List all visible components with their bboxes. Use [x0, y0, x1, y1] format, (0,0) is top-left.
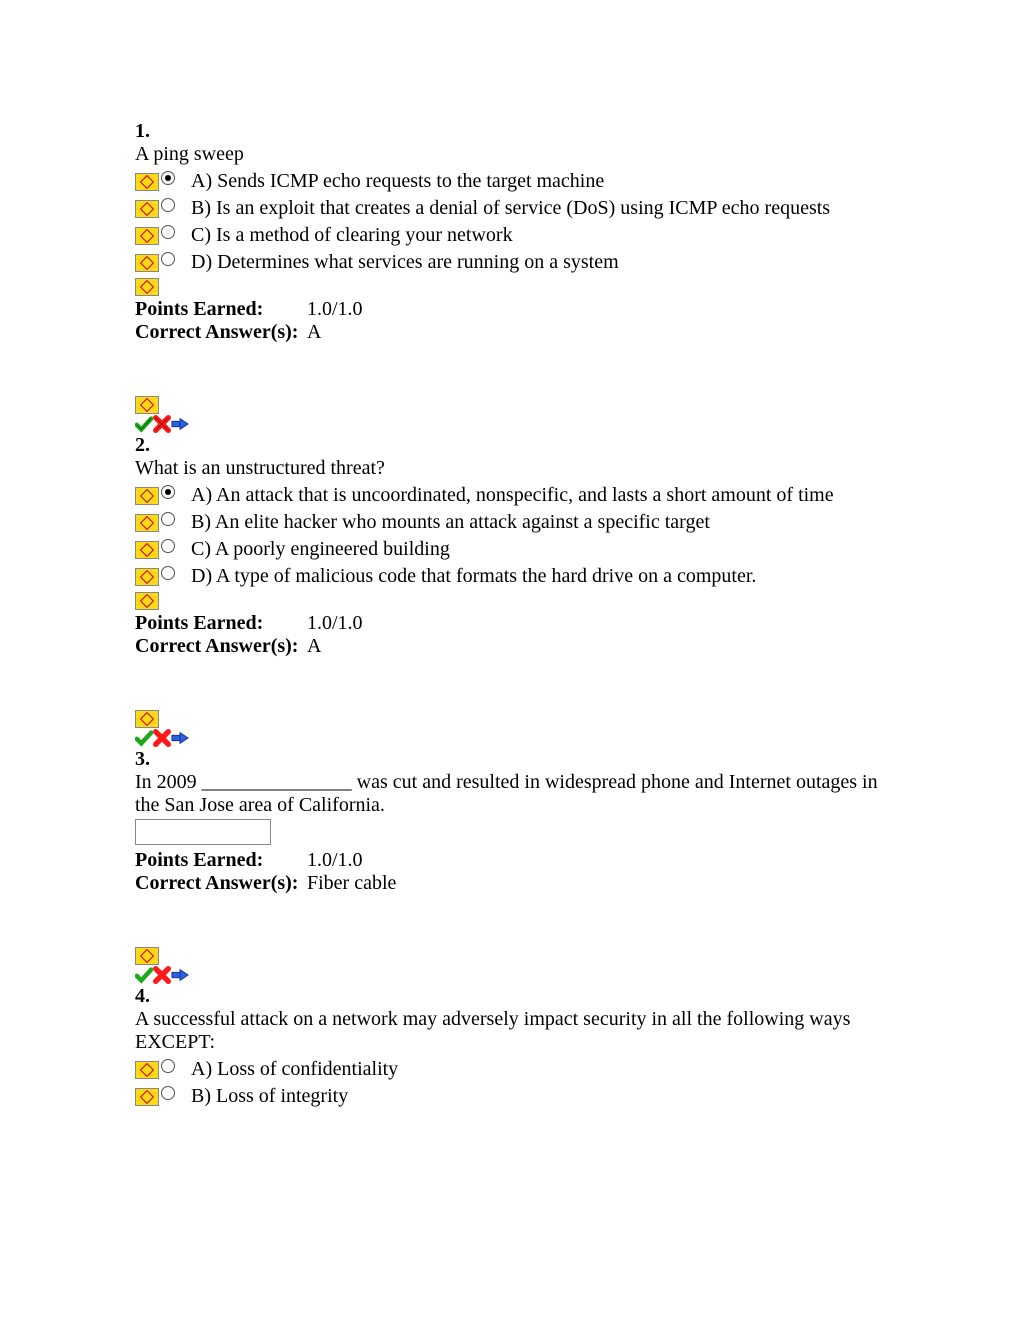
radio-icon[interactable]: [161, 512, 175, 526]
radio-selected-icon[interactable]: [161, 485, 175, 499]
option-row-a: A) Loss of confidentiality: [135, 1058, 885, 1081]
option-text: A) An attack that is uncoordinated, nons…: [191, 484, 834, 507]
correct-label: Correct Answer(s):: [135, 635, 307, 658]
question-number: 4.: [135, 985, 885, 1008]
broken-image-icon: [135, 487, 159, 505]
option-text: A) Loss of confidentiality: [191, 1058, 398, 1081]
question-4: 4. A successful attack on a network may …: [135, 985, 885, 1108]
option-text: C) Is a method of clearing your network: [191, 224, 513, 247]
radio-icon[interactable]: [161, 225, 175, 239]
arrow-icon: [171, 731, 189, 745]
radio-icon[interactable]: [161, 566, 175, 580]
correct-value: A: [307, 635, 321, 658]
points-value: 1.0/1.0: [307, 298, 363, 321]
question-2: 2. What is an unstructured threat? A) An…: [135, 434, 885, 658]
points-value: 1.0/1.0: [307, 849, 363, 872]
option-row-a: A) Sends ICMP echo requests to the targe…: [135, 170, 885, 193]
broken-image-icon: [135, 541, 159, 559]
radio-icon[interactable]: [161, 252, 175, 266]
question-number: 2.: [135, 434, 885, 457]
question-3: 3. In 2009 _______________ was cut and r…: [135, 748, 885, 895]
radio-icon[interactable]: [161, 198, 175, 212]
results: Points Earned: 1.0/1.0 Correct Answer(s)…: [135, 298, 885, 344]
broken-image-icon: [135, 173, 159, 191]
question-text: In 2009 _______________ was cut and resu…: [135, 771, 885, 817]
status-icons: [135, 728, 885, 748]
broken-image-icon: [135, 514, 159, 532]
correct-label: Correct Answer(s):: [135, 872, 307, 895]
x-icon: [153, 729, 171, 747]
points-label: Points Earned:: [135, 849, 307, 872]
points-value: 1.0/1.0: [307, 612, 363, 635]
option-row-d: D) Determines what services are running …: [135, 251, 885, 274]
broken-image-icon: [135, 1061, 159, 1079]
radio-selected-icon[interactable]: [161, 171, 175, 185]
radio-icon[interactable]: [161, 1059, 175, 1073]
answer-input[interactable]: [135, 819, 271, 845]
question-text: A ping sweep: [135, 143, 885, 166]
points-label: Points Earned:: [135, 612, 307, 635]
broken-image-icon: [135, 254, 159, 272]
option-row-d: D) A type of malicious code that formats…: [135, 565, 885, 588]
arrow-icon: [171, 968, 189, 982]
broken-image-icon: [135, 1088, 159, 1106]
radio-icon[interactable]: [161, 539, 175, 553]
arrow-icon: [171, 417, 189, 431]
status-icons: [135, 414, 885, 434]
status-icons: [135, 965, 885, 985]
correct-label: Correct Answer(s):: [135, 321, 307, 344]
broken-image-icon: [135, 278, 159, 296]
option-row-c: C) Is a method of clearing your network: [135, 224, 885, 247]
option-row-b: B) An elite hacker who mounts an attack …: [135, 511, 885, 534]
question-text: What is an unstructured threat?: [135, 457, 885, 480]
radio-icon[interactable]: [161, 1086, 175, 1100]
option-text: C) A poorly engineered building: [191, 538, 450, 561]
broken-image-icon: [135, 396, 159, 414]
broken-image-icon: [135, 200, 159, 218]
x-icon: [153, 415, 171, 433]
option-text: B) Is an exploit that creates a denial o…: [191, 197, 830, 220]
question-number: 3.: [135, 748, 885, 771]
broken-image-icon: [135, 592, 159, 610]
broken-image-icon: [135, 947, 159, 965]
x-icon: [153, 966, 171, 984]
option-text: D) A type of malicious code that formats…: [191, 565, 756, 588]
check-icon: [135, 729, 153, 747]
broken-image-icon: [135, 568, 159, 586]
option-text: D) Determines what services are running …: [191, 251, 619, 274]
option-row-a: A) An attack that is uncoordinated, nons…: [135, 484, 885, 507]
option-row-b: B) Loss of integrity: [135, 1085, 885, 1108]
option-row-b: B) Is an exploit that creates a denial o…: [135, 197, 885, 220]
broken-image-icon: [135, 227, 159, 245]
results: Points Earned: 1.0/1.0 Correct Answer(s)…: [135, 612, 885, 658]
question-number: 1.: [135, 120, 885, 143]
correct-value: Fiber cable: [307, 872, 396, 895]
check-icon: [135, 966, 153, 984]
check-icon: [135, 415, 153, 433]
option-text: B) Loss of integrity: [191, 1085, 348, 1108]
option-text: A) Sends ICMP echo requests to the targe…: [191, 170, 604, 193]
question-1: 1. A ping sweep A) Sends ICMP echo reque…: [135, 120, 885, 344]
results: Points Earned: 1.0/1.0 Correct Answer(s)…: [135, 849, 885, 895]
question-text: A successful attack on a network may adv…: [135, 1008, 885, 1054]
correct-value: A: [307, 321, 321, 344]
option-row-c: C) A poorly engineered building: [135, 538, 885, 561]
points-label: Points Earned:: [135, 298, 307, 321]
option-text: B) An elite hacker who mounts an attack …: [191, 511, 710, 534]
broken-image-icon: [135, 710, 159, 728]
